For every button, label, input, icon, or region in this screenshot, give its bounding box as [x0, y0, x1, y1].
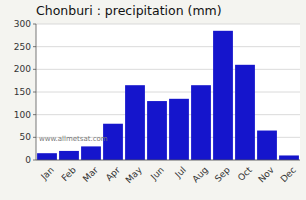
x-tick-label: Dec [279, 165, 298, 184]
title: Chonburi : precipitation (mm) [36, 3, 222, 18]
bar [235, 65, 255, 160]
x-tick-label: May [124, 164, 145, 185]
bar [81, 146, 101, 160]
y-tick [33, 46, 36, 47]
y-tick-label: 150 [14, 87, 31, 97]
y-axis-line [36, 24, 37, 160]
bar [37, 153, 57, 160]
grid [36, 24, 300, 160]
x-tick-label: Oct [236, 165, 254, 183]
y-tick [33, 92, 36, 93]
y-tick [33, 24, 36, 25]
grid-line [36, 24, 300, 25]
x-tick-label: Jul [172, 165, 187, 180]
bar [147, 101, 167, 160]
x-tick-label: Apr [104, 165, 122, 183]
plot-background [36, 24, 300, 160]
bar [59, 151, 79, 160]
x-tick-label: Jun [148, 165, 166, 183]
x-tick-label: Sep [213, 165, 232, 184]
watermark: www.allmetsat.com [39, 135, 108, 143]
y-tick [33, 160, 36, 161]
grid-line [36, 46, 300, 47]
grid-line [36, 160, 300, 161]
y-axis: 0 50 100 150 200 250 300 [14, 19, 36, 165]
y-tick [33, 114, 36, 115]
bar [191, 85, 211, 160]
y-tick-label: 50 [20, 132, 32, 142]
x-tick-label: Mar [81, 165, 100, 184]
y-tick [33, 69, 36, 70]
y-tick-label: 100 [14, 110, 31, 120]
x-tick-label: Jan [38, 165, 56, 183]
bar [257, 131, 277, 160]
x-tick-label: Feb [60, 165, 79, 184]
bar [279, 155, 299, 160]
x-tick-label: Aug [190, 165, 210, 185]
y-tick-label: 0 [25, 155, 31, 165]
x-axis: JanFebMarAprMayJun JulAugSepOctNovDec [38, 164, 298, 185]
bar [213, 31, 233, 160]
x-axis-line [36, 160, 300, 161]
bar [169, 99, 189, 160]
chart-container: 0 50 100 150 200 250 300 JanFebMarAprMayJun JulA… [0, 0, 306, 200]
chart-svg: 0 50 100 150 200 250 300 JanFebMarAprMayJun JulA… [0, 0, 306, 200]
x-tick-label: Nov [256, 164, 276, 184]
bars [37, 31, 299, 160]
y-tick-label: 250 [14, 42, 31, 52]
bar [125, 85, 145, 160]
grid-line [36, 114, 300, 115]
grid-line [36, 69, 300, 70]
y-tick-label: 200 [14, 64, 31, 74]
y-tick-label: 300 [14, 19, 31, 29]
y-tick [33, 137, 36, 138]
grid-line [36, 92, 300, 93]
